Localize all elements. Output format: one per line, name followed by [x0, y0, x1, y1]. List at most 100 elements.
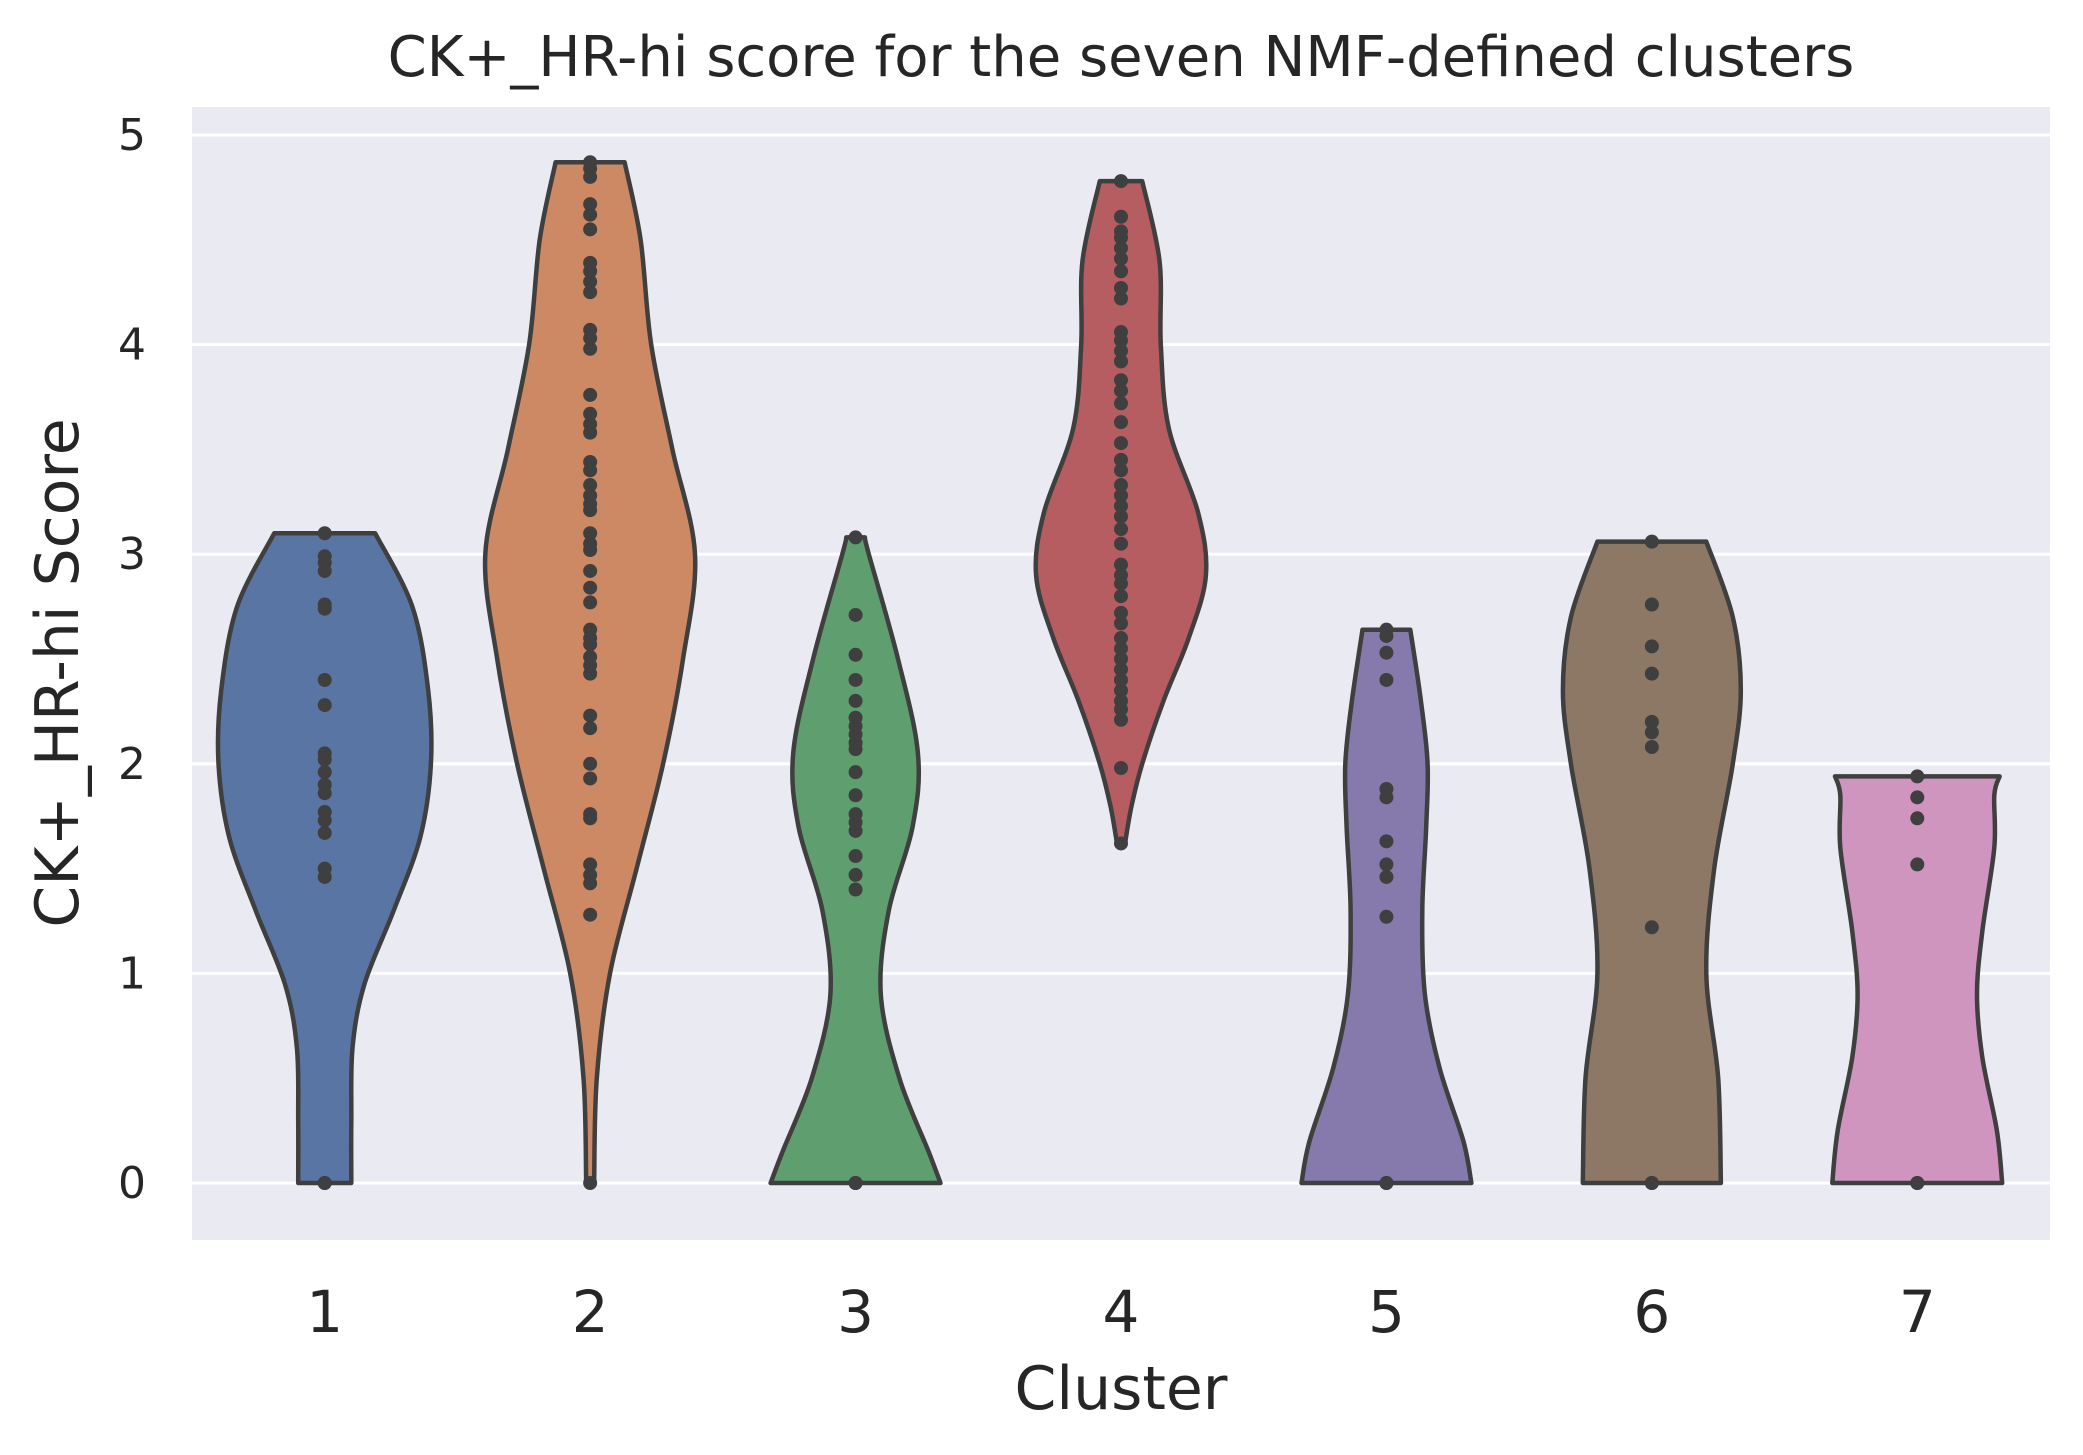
data-point	[583, 526, 598, 541]
data-point	[1379, 857, 1394, 872]
data-point	[1644, 666, 1659, 681]
data-point	[1114, 478, 1128, 493]
data-point	[1114, 325, 1128, 340]
data-point	[1114, 463, 1128, 478]
data-point	[317, 777, 332, 792]
violin-cluster-1	[215, 530, 434, 1186]
data-point	[1114, 373, 1128, 388]
data-point	[583, 536, 598, 551]
data-point	[1644, 639, 1659, 654]
data-point	[1114, 605, 1128, 620]
data-point	[583, 580, 598, 595]
data-point	[1114, 631, 1128, 646]
y-tick-label: 3	[118, 529, 146, 580]
y-tick-label: 2	[118, 739, 146, 790]
x-tick-label: 4	[1103, 1278, 1140, 1346]
data-point	[583, 756, 598, 771]
data-point	[1379, 1176, 1394, 1190]
data-point	[1114, 509, 1128, 524]
y-tick-labels: 0 1 2 3 4 5	[118, 110, 146, 1209]
data-point	[848, 882, 863, 897]
data-point	[583, 563, 598, 578]
data-point	[1114, 251, 1128, 266]
x-tick-label: 5	[1368, 1278, 1405, 1346]
data-point	[583, 322, 598, 337]
data-point	[1644, 1176, 1659, 1190]
data-point	[848, 710, 863, 725]
data-point	[317, 805, 332, 820]
data-point	[583, 417, 598, 432]
data-point	[317, 765, 332, 780]
data-point	[848, 647, 863, 662]
data-point	[583, 406, 598, 421]
data-point	[583, 622, 598, 637]
violin-cluster-5	[1299, 627, 1474, 1186]
chart-title: CK+_HR-hi score for the seven NMF-define…	[388, 25, 1855, 90]
data-point	[848, 807, 863, 822]
data-point	[1114, 452, 1128, 467]
data-point	[583, 595, 598, 610]
data-point	[1114, 354, 1128, 369]
data-point	[1114, 536, 1128, 551]
data-point	[1114, 174, 1128, 189]
data-point	[1910, 790, 1925, 805]
data-point	[583, 708, 598, 723]
data-point	[1379, 645, 1394, 660]
y-axis-label: CK+_HR-hi Score	[23, 418, 93, 927]
data-point	[1379, 672, 1394, 687]
data-point	[1379, 909, 1394, 924]
data-point	[583, 907, 598, 922]
data-point	[583, 1176, 598, 1190]
data-point	[848, 530, 863, 545]
data-point	[1114, 396, 1128, 411]
x-tick-labels: 1 2 3 4 5 6 7	[306, 1278, 1935, 1346]
data-point	[1379, 834, 1394, 849]
data-point	[848, 788, 863, 803]
data-point	[583, 197, 598, 212]
data-point	[317, 526, 332, 541]
data-point	[583, 387, 598, 402]
y-tick-label: 4	[118, 320, 146, 371]
data-point	[317, 597, 332, 612]
data-point	[1114, 683, 1128, 698]
data-point	[1379, 781, 1394, 796]
x-tick-label: 1	[306, 1278, 343, 1346]
data-point	[1114, 652, 1128, 666]
data-point	[1114, 224, 1128, 239]
data-point	[583, 255, 598, 270]
x-tick-label: 3	[837, 1278, 874, 1346]
data-point	[1644, 597, 1659, 612]
data-point	[1114, 522, 1128, 537]
data-point	[1114, 662, 1128, 677]
data-point	[583, 285, 598, 300]
data-point	[583, 721, 598, 736]
data-point	[317, 698, 332, 713]
x-tick-label: 6	[1633, 1278, 1670, 1346]
data-point	[583, 207, 598, 222]
data-point	[1114, 836, 1128, 851]
data-point	[1114, 241, 1128, 256]
data-point	[848, 693, 863, 708]
data-point	[1644, 534, 1659, 549]
data-point	[848, 1176, 863, 1190]
data-point	[583, 222, 598, 237]
data-point	[583, 478, 598, 493]
x-tick-label: 7	[1899, 1278, 1936, 1346]
data-point	[317, 825, 332, 840]
data-points	[317, 155, 1925, 1190]
data-point	[1644, 714, 1659, 729]
data-point	[1114, 343, 1128, 358]
violin-cluster-6	[1560, 539, 1744, 1186]
data-point	[848, 672, 863, 687]
data-point	[848, 867, 863, 882]
data-point	[1114, 693, 1128, 708]
data-point	[1114, 589, 1128, 604]
data-point	[583, 274, 598, 289]
data-point	[1114, 415, 1128, 430]
data-point	[1910, 857, 1925, 872]
data-point	[1114, 672, 1128, 687]
data-point	[1114, 264, 1128, 279]
data-point	[1379, 622, 1394, 637]
